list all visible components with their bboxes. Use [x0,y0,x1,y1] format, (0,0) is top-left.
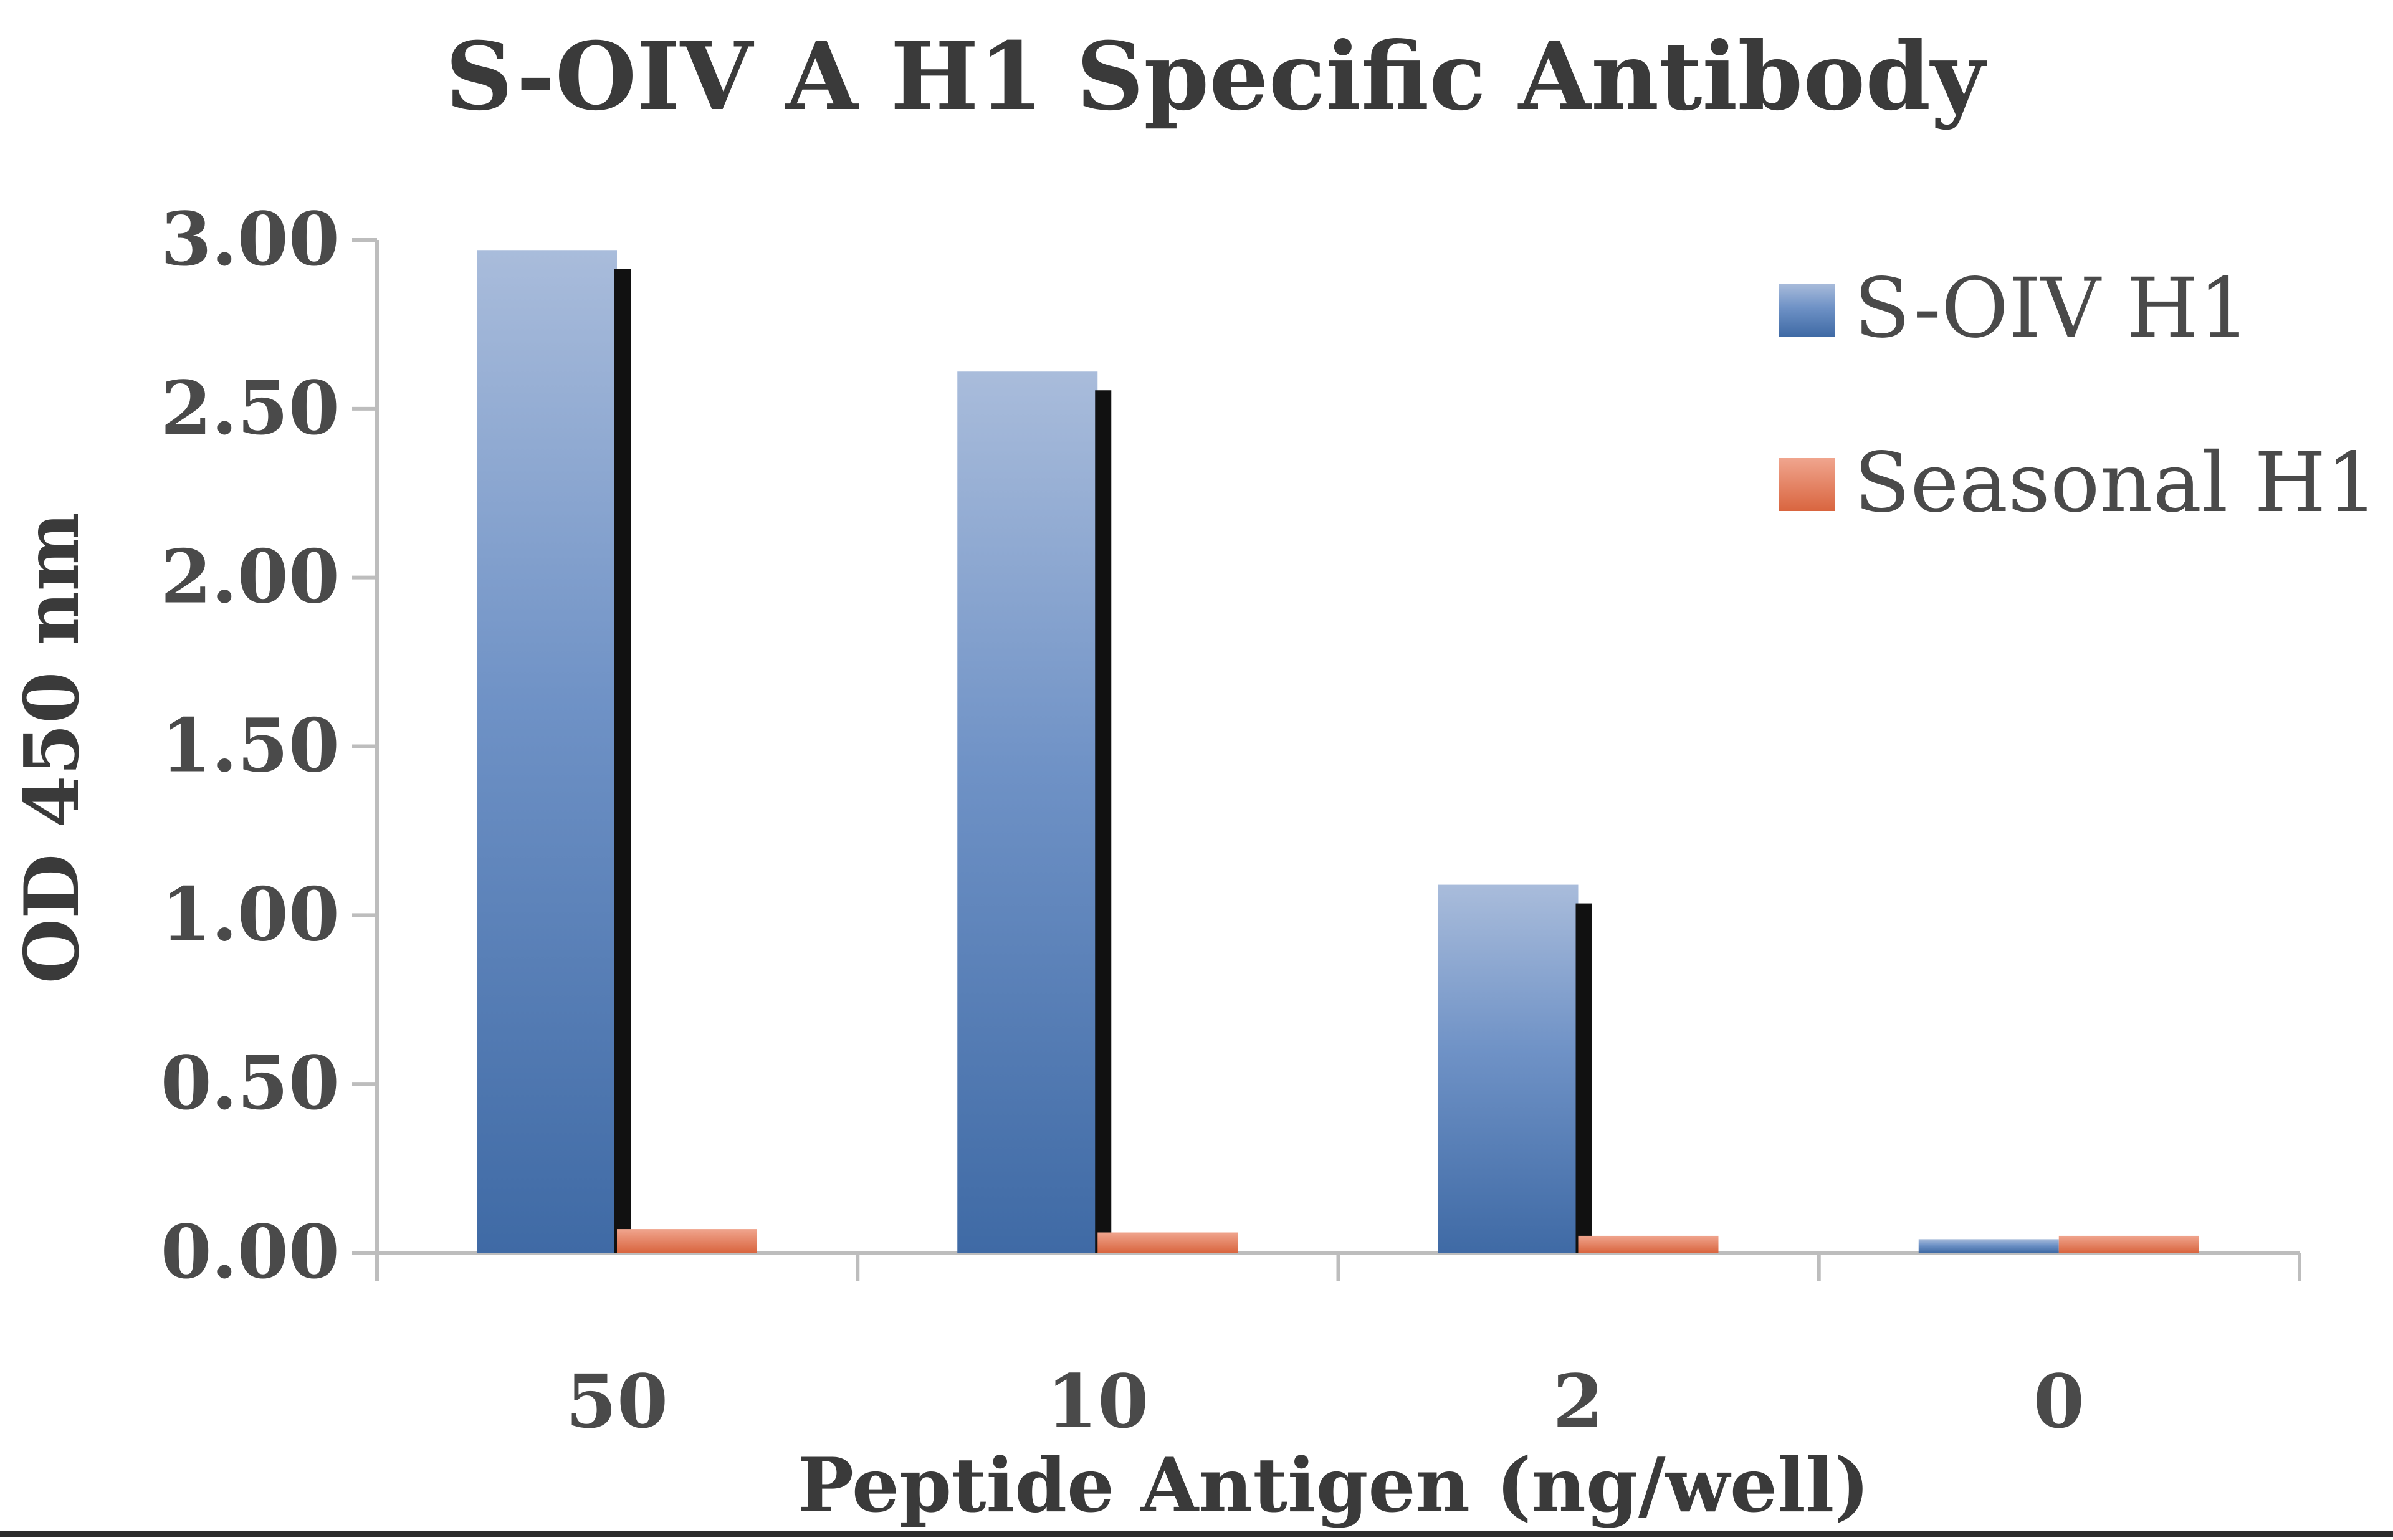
legend: S-OIV H1 Seasonal H1 [1779,261,2378,531]
axes [352,240,2300,1278]
bar-shadow [1575,903,1592,1253]
y-tick-label: 2.50 [161,365,340,451]
y-tick-label: 0.50 [161,1040,340,1126]
x-tick-labels: 50 10 2 0 [375,1253,2301,1445]
bars [477,250,2199,1253]
bar-seasonal-h1 [1578,1235,1719,1253]
y-tick-label: 2.00 [161,533,340,620]
bar-soiv-h1 [1918,1239,2059,1253]
legend-item-soiv-h1: S-OIV H1 [1779,261,2251,356]
x-tick-label: 10 [1046,1358,1149,1445]
legend-label: S-OIV H1 [1854,261,2251,356]
y-tick-label: 0.00 [161,1208,340,1295]
y-tick-label: 1.50 [161,702,340,789]
y-axis-label: OD 450 nm [8,512,96,984]
legend-item-seasonal-h1: Seasonal H1 [1779,435,2378,531]
bar-shadow [1095,390,1112,1253]
x-axis-label: Peptide Antigen (ng/well) [798,1442,1870,1529]
bar-shadow [614,269,631,1253]
legend-swatch [1779,458,1835,511]
x-tick-label: 0 [2033,1358,2085,1445]
bar-seasonal-h1 [1097,1232,1238,1253]
legend-label: Seasonal H1 [1854,435,2378,531]
bar-seasonal-h1 [2058,1235,2199,1253]
legend-swatch [1779,284,1835,337]
y-tick-label: 1.00 [161,871,340,957]
x-tick-label: 50 [566,1358,668,1445]
bar-seasonal-h1 [617,1229,757,1253]
y-tick-label: 3.00 [161,196,340,282]
bar-soiv-h1 [957,371,1098,1253]
y-tick-labels: 0.00 0.50 1.00 1.50 2.00 2.50 3.00 [161,196,377,1295]
bottom-border [0,1531,2393,1537]
bar-soiv-h1 [1438,884,1579,1253]
chart-title: S-OIV A H1 Specific Antibody [446,22,1988,132]
x-tick-label: 2 [1552,1358,1603,1445]
bar-soiv-h1 [477,250,617,1253]
